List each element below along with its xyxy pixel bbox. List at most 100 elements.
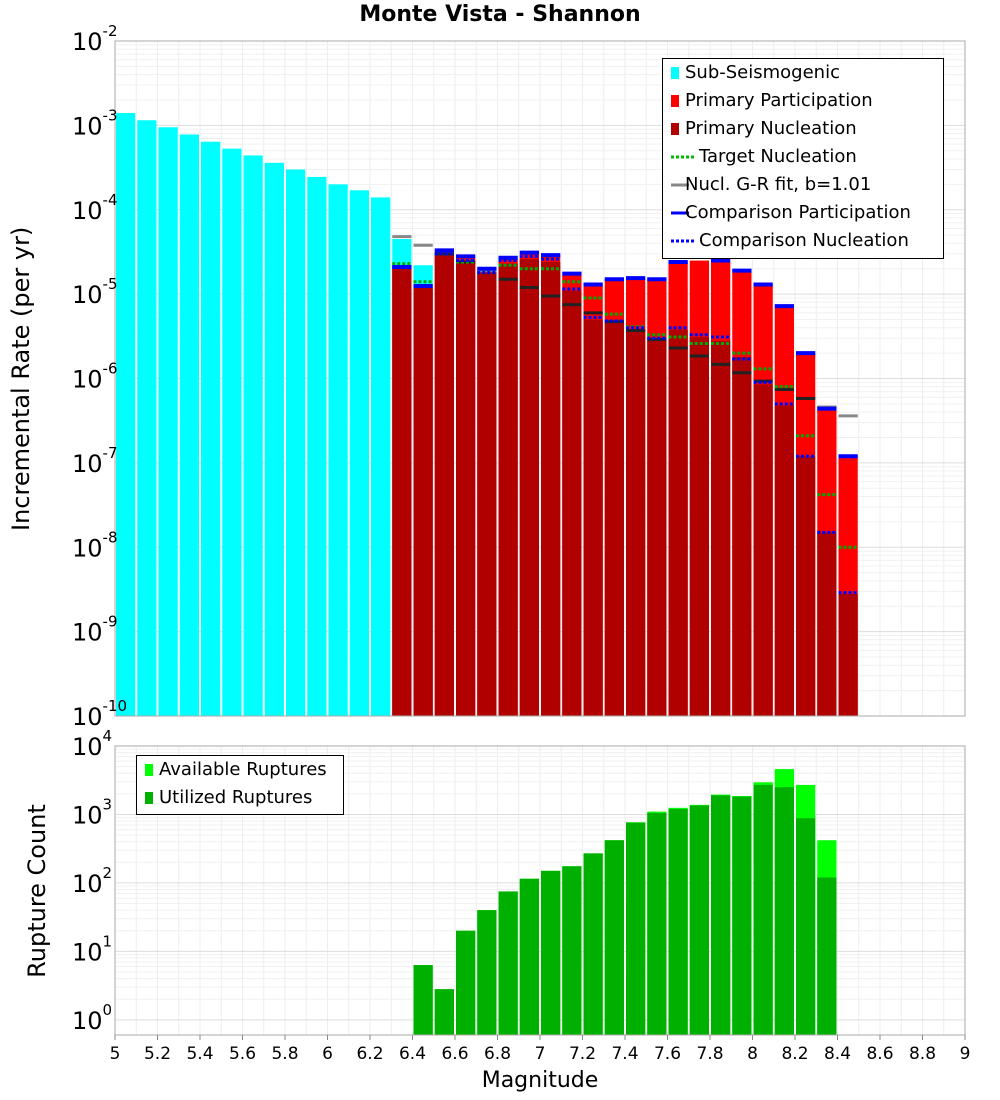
legend-symbol-icon [671,95,679,107]
x-tick-label: 5.2 [144,1044,171,1064]
y-tick-label: 104 [72,727,112,761]
legend-item: Primary Nucleation [663,115,943,143]
sub-seismogenic-bar [222,148,242,716]
x-tick-label: 8.6 [866,1044,893,1064]
utilized-ruptures-bar [477,910,497,1035]
utilized-ruptures-bar [774,787,794,1035]
legend-label: Primary Nucleation [685,118,857,139]
x-tick-label: 8 [747,1044,758,1064]
bottom-panel-legend: Available Ruptures Utilized Ruptures [136,755,344,815]
y-tick-label: 10-4 [72,191,118,225]
legend-item: Comparison Participation [663,199,943,227]
x-tick-label: 5 [110,1044,121,1064]
x-tick-label: 6.6 [441,1044,468,1064]
primary-nucleation-bar [774,405,794,716]
legend-swatch [671,123,679,135]
y-tick-label: 10-5 [72,275,118,309]
primary-nucleation-bar [413,287,433,716]
primary-nucleation-bar [434,253,454,716]
legend-label: Target Nucleation [699,146,857,167]
y-tick-label: 100 [72,1001,112,1035]
legend-symbol-icon [145,792,153,804]
primary-nucleation-bar [519,259,539,716]
x-tick-label: 6.4 [399,1044,426,1064]
legend-item: Available Ruptures [137,756,343,784]
legend-item: Nucl. G-R fit, b=1.01 [663,171,943,199]
utilized-ruptures-bar [583,853,603,1035]
primary-nucleation-bar [541,262,561,716]
utilized-ruptures-bar [604,840,624,1035]
legend-item: Utilized Ruptures [137,784,343,812]
primary-nucleation-bar [604,323,624,716]
x-tick-label: 5.8 [271,1044,298,1064]
y-tick-exponent: -3 [103,106,118,124]
x-axis-label: Magnitude [481,1068,599,1093]
utilized-ruptures-bar [796,818,816,1035]
y-tick-exponent: -9 [103,613,118,631]
utilized-ruptures-bar [456,930,476,1035]
sub-seismogenic-bar [243,155,263,716]
legend-swatch [145,764,153,776]
x-tick-label: 7 [535,1044,546,1064]
sub-seismogenic-bar [137,120,157,717]
x-tick-label: 6.2 [356,1044,383,1064]
y-tick-label: 103 [72,795,112,829]
utilized-ruptures-bar [817,877,837,1035]
y-tick-exponent: -7 [103,444,118,462]
utilized-ruptures-bar [668,809,688,1035]
sub-seismogenic-bar [371,197,391,717]
primary-nucleation-bar [562,290,582,716]
primary-nucleation-bar [689,337,709,716]
y-tick-label: 10-7 [72,444,118,478]
legend-symbol-icon [671,183,689,187]
y-tick-exponent: -8 [103,528,118,546]
legend-label: Comparison Nucleation [699,230,909,251]
y-tick-exponent: 1 [103,932,113,950]
top-panel-line-markers [392,235,858,595]
y-tick-exponent: -10 [103,697,128,715]
top-panel-bars [116,113,858,717]
x-tick-label: 7.2 [569,1044,596,1064]
y-tick-exponent: -4 [103,191,118,209]
y-axis-label-rate: Incremental Rate (per yr) [7,226,35,531]
legend-symbol-icon [145,764,153,776]
y-tick-exponent: 3 [103,795,113,813]
primary-nucleation-bar [498,263,518,716]
y-tick-label: 10-6 [72,360,118,394]
legend-item: Sub-Seismogenic [663,59,943,87]
legend-label: Available Ruptures [159,759,327,780]
y-tick-label: 10-10 [72,697,127,731]
sub-seismogenic-bar [328,184,348,717]
sub-seismogenic-bar [286,169,306,716]
y-tick-exponent: 2 [103,864,113,882]
primary-nucleation-bar [817,532,837,716]
y-tick-label: 10-9 [72,613,118,647]
utilized-ruptures-bar [541,870,561,1035]
legend-label: Primary Participation [685,90,873,111]
utilized-ruptures-bar [498,891,518,1035]
primary-nucleation-bar [456,260,476,716]
legend-label: Utilized Ruptures [159,787,313,808]
y-tick-exponent: -5 [103,275,118,293]
legend-symbol-icon [671,211,689,215]
x-tick-label: 6 [322,1044,333,1064]
legend-item: Target Nucleation [663,143,943,171]
x-tick-label: 8.4 [824,1044,851,1064]
utilized-ruptures-bar [711,795,731,1035]
y-tick-exponent: -6 [103,360,118,378]
utilized-ruptures-bar [753,784,773,1035]
primary-nucleation-bar [732,356,752,716]
legend-swatch [671,67,679,79]
legend-swatch [145,792,153,804]
y-tick-exponent: 4 [103,727,113,745]
primary-nucleation-bar [583,319,603,716]
x-tick-label: 8.2 [781,1044,808,1064]
primary-nucleation-bar [477,272,497,716]
legend-swatch [671,95,679,107]
y-tick-exponent: 0 [103,1001,113,1019]
primary-nucleation-bar [647,340,667,716]
sub-seismogenic-bar [116,113,136,716]
x-tick-label: 6.8 [484,1044,511,1064]
legend-symbol-icon [671,239,695,243]
